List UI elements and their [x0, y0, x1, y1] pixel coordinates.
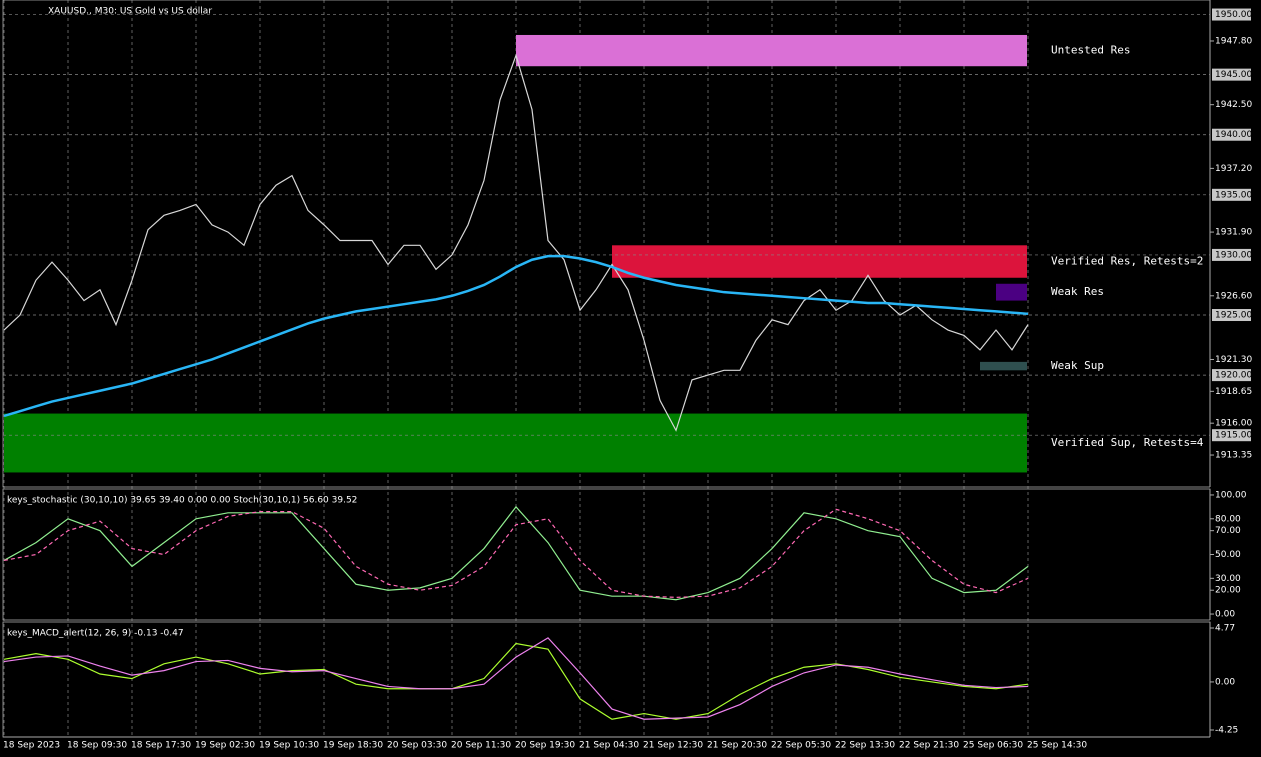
series-line — [3, 637, 1029, 720]
y-tick-label: 1916.00 — [1215, 419, 1252, 429]
y-tick-label: 70.00 — [1215, 526, 1241, 536]
y-tick-label: 80.00 — [1215, 514, 1241, 524]
pane-title: keys_stochastic (30,10,10) 39.65 39.40 0… — [7, 496, 357, 506]
x-tick-label: 18 Sep 09:30 — [67, 741, 127, 751]
axis-panel — [1210, 489, 1261, 621]
zone — [516, 34, 1027, 67]
level-label: 1925.00 — [1215, 311, 1252, 321]
axis-panel — [1210, 622, 1261, 738]
level-box — [1212, 188, 1251, 201]
y-tick-label: 1931.90 — [1215, 228, 1252, 238]
series-line — [3, 254, 1029, 418]
series-line — [3, 508, 1029, 598]
x-tick-label: 18 Sep 2023 — [3, 741, 60, 751]
x-tick-label: 22 Sep 13:30 — [835, 741, 895, 751]
level-label: 1930.00 — [1215, 250, 1252, 260]
x-tick-label: 21 Sep 04:30 — [579, 741, 639, 751]
x-tick-label: 20 Sep 19:30 — [515, 741, 575, 751]
level-box — [1212, 429, 1251, 442]
zone-label: Verified Sup, Retests=4 — [1051, 436, 1204, 449]
x-tick-label: 19 Sep 10:30 — [259, 741, 319, 751]
x-tick-label: 21 Sep 20:30 — [707, 741, 767, 751]
y-tick-label: -4.25 — [1215, 725, 1238, 735]
series-line — [3, 505, 1029, 601]
series-line — [3, 642, 1029, 720]
y-tick-label: 1942.50 — [1215, 100, 1252, 110]
level-box — [1212, 309, 1251, 322]
x-tick-label: 19 Sep 18:30 — [323, 741, 383, 751]
zone-label: Untested Res — [1051, 44, 1130, 57]
y-tick-label: 50.00 — [1215, 550, 1241, 560]
x-tick-label: 20 Sep 03:30 — [387, 741, 447, 751]
y-tick-label: 1926.60 — [1215, 291, 1252, 301]
y-tick-label: 30.00 — [1215, 574, 1241, 584]
zone — [996, 283, 1027, 301]
level-label: 1915.00 — [1215, 431, 1252, 441]
y-tick-label: 1918.65 — [1215, 387, 1252, 397]
level-box — [1212, 8, 1251, 21]
x-tick-label: 20 Sep 11:30 — [451, 741, 511, 751]
zone-label: Weak Res — [1051, 285, 1104, 298]
axis-panel — [1210, 0, 1261, 488]
y-tick-label: 20.00 — [1215, 586, 1241, 596]
y-tick-label: 1913.35 — [1215, 451, 1252, 461]
y-tick-label: 0.00 — [1215, 610, 1235, 620]
level-box — [1212, 128, 1251, 141]
level-box — [1212, 68, 1251, 81]
level-label: 1950.00 — [1215, 10, 1252, 20]
level-label: 1935.00 — [1215, 190, 1252, 200]
y-tick-label: 4.77 — [1215, 623, 1235, 633]
y-tick-label: 1921.30 — [1215, 355, 1252, 365]
level-label: 1945.00 — [1215, 70, 1252, 80]
x-tick-label: 25 Sep 06:30 — [963, 741, 1023, 751]
x-tick-label: 18 Sep 17:30 — [131, 741, 191, 751]
y-tick-label: 100.00 — [1215, 490, 1247, 500]
zone — [4, 413, 1027, 473]
x-tick-label: 22 Sep 05:30 — [771, 741, 831, 751]
y-tick-label: 1947.80 — [1215, 36, 1252, 46]
level-box — [1212, 369, 1251, 382]
zone-label: Verified Res, Retests=2 — [1051, 255, 1203, 268]
x-tick-label: 21 Sep 12:30 — [643, 741, 703, 751]
x-tick-label: 22 Sep 21:30 — [899, 741, 959, 751]
pane-title: keys_MACD_alert(12, 26, 9) -0.13 -0.47 — [7, 629, 184, 639]
level-label: 1920.00 — [1215, 371, 1252, 381]
x-tick-label: 19 Sep 02:30 — [195, 741, 255, 751]
series-line — [3, 53, 1029, 432]
y-tick-label: 1937.20 — [1215, 164, 1252, 174]
zone — [980, 361, 1027, 371]
zone-label: Weak Sup — [1051, 359, 1104, 372]
level-label: 1940.00 — [1215, 130, 1252, 140]
pane-title: XAUUSD., M30: US Gold vs US dollar — [48, 7, 212, 17]
zone — [612, 245, 1027, 278]
x-tick-label: 25 Sep 14:30 — [1027, 741, 1087, 751]
y-tick-label: 0.00 — [1215, 677, 1235, 687]
level-box — [1212, 248, 1251, 261]
